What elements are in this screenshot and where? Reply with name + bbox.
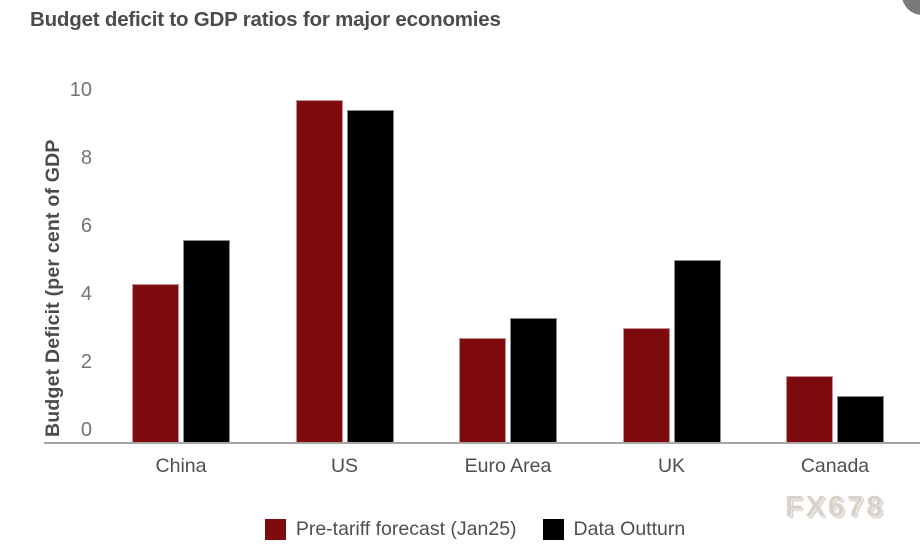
y-tick-label-8: 8 <box>80 147 92 169</box>
y-tick-label-6: 6 <box>80 215 92 237</box>
legend-item-data-outturn: Data Outturn <box>542 518 686 541</box>
y-tick-label-2: 2 <box>80 351 92 373</box>
legend-swatch-data-outturn <box>542 519 564 540</box>
x-category-label-china: China <box>155 455 207 477</box>
y-tick-label-0: 0 <box>80 419 92 441</box>
x-category-label-us: US <box>330 455 359 477</box>
x-category-label-canada: Canada <box>800 455 870 477</box>
x-category-label-euro-area: Euro Area <box>464 455 552 477</box>
legend: Pre-tariff forecast (Jan25) Data Outturn <box>0 518 920 541</box>
chart-title: Budget deficit to GDP ratios for major e… <box>30 8 501 31</box>
y-tick-label-4: 4 <box>80 283 92 305</box>
bar-pre-tariff-forecast-jan25-us <box>295 100 343 442</box>
bar-data-outturn-us <box>346 110 394 442</box>
bar-data-outturn-china <box>183 239 230 442</box>
bar-pre-tariff-forecast-jan25-euro-area <box>459 338 506 442</box>
legend-swatch-pre-tariff-forecast-jan25 <box>264 519 286 540</box>
bar-data-outturn-euro-area <box>510 317 557 442</box>
bar-pre-tariff-forecast-jan25-uk <box>622 328 670 442</box>
watermark: FX678 <box>785 491 886 523</box>
x-axis-line <box>44 442 920 444</box>
legend-item-pre-tariff-forecast-jan25: Pre-tariff forecast (Jan25) <box>264 518 517 541</box>
bar-pre-tariff-forecast-jan25-china <box>132 283 179 442</box>
legend-label-pre-tariff-forecast-jan25: Pre-tariff forecast (Jan25) <box>295 518 517 540</box>
bar-data-outturn-uk <box>673 260 721 442</box>
y-tick-label-10: 10 <box>69 79 92 101</box>
bar-data-outturn-canada <box>837 396 884 442</box>
bar-pre-tariff-forecast-jan25-canada <box>786 375 833 442</box>
legend-label-data-outturn: Data Outturn <box>573 518 686 540</box>
x-category-label-uk: UK <box>657 455 686 477</box>
